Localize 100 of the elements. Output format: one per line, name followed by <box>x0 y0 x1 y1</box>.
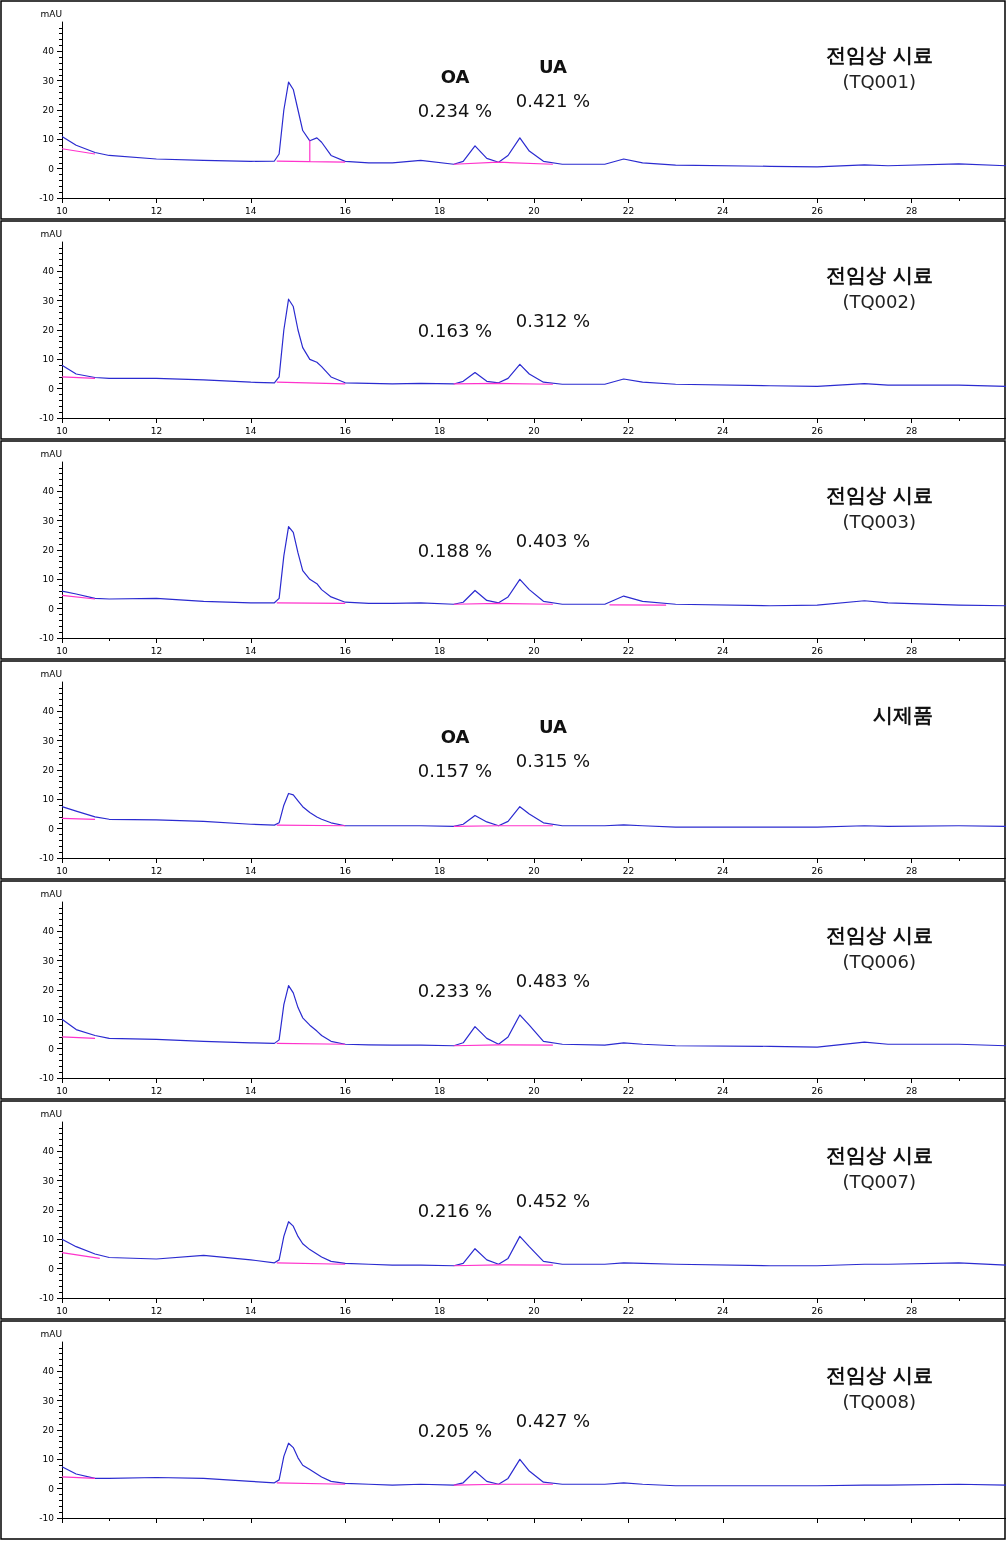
y-tick-label: 20 <box>42 1205 55 1215</box>
y-tick-label: 0 <box>48 1263 55 1274</box>
x-tick-label: 24 <box>717 645 729 656</box>
x-tick-label: 22 <box>622 205 635 216</box>
text: (TQ001) <box>842 71 917 93</box>
x-tick-label: 22 <box>622 645 635 656</box>
y-tick-label: -10 <box>39 1073 55 1083</box>
annotation: 0.188 % <box>417 539 493 561</box>
x-tick-label: 26 <box>811 865 824 876</box>
x-tick-label: 16 <box>339 425 352 436</box>
text: 전임상 시료 <box>826 922 934 947</box>
x-tick-label: 28 <box>905 1305 918 1316</box>
y-tick-label: 20 <box>42 105 55 115</box>
x-tick-label: 12 <box>150 1085 163 1096</box>
text: 전임상 시료 <box>826 1142 934 1167</box>
x-tick-label: 10 <box>56 645 68 656</box>
x-tick-label: 24 <box>717 1085 729 1096</box>
annotation: 0.427 % <box>515 1409 591 1431</box>
line-series <box>61 792 1006 828</box>
x-tick-label: 12 <box>150 425 163 436</box>
text: 전임상 시료 <box>826 42 934 67</box>
y-tick-label: 40 <box>42 46 55 57</box>
y-tick-label: 0 <box>48 1483 55 1494</box>
x-tick-label: 18 <box>433 645 446 656</box>
x-tick-label: 18 <box>433 425 446 436</box>
y-tick-label: 30 <box>42 1175 55 1186</box>
text: 시제품 <box>873 702 933 727</box>
y-axis-title: mAU <box>40 448 62 459</box>
x-tick-label: 14 <box>245 1305 257 1316</box>
x-tick-label: 10 <box>56 1085 68 1096</box>
y-tick-label: 20 <box>42 985 55 995</box>
annotation: UA <box>539 715 568 737</box>
x-tick-label: 20 <box>528 1305 540 1316</box>
x-tick-label: 14 <box>245 865 257 876</box>
x-tick-label: 12 <box>150 205 163 216</box>
y-tick-label: 0 <box>48 603 55 614</box>
y-tick-label: 30 <box>42 515 55 526</box>
annotation: 0.163 % <box>417 319 493 341</box>
x-tick-label: 24 <box>717 1305 729 1316</box>
y-tick-label: 10 <box>42 1014 55 1025</box>
text: (TQ002) <box>842 291 917 313</box>
y-tick-label: 40 <box>42 486 55 497</box>
y-tick-label: 30 <box>42 735 55 746</box>
annotation: UA <box>539 55 568 77</box>
y-tick-label: 10 <box>42 354 55 365</box>
x-tick-label: 12 <box>150 645 163 656</box>
y-tick-label: 20 <box>42 1425 55 1435</box>
annotation: 0.403 % <box>515 529 591 551</box>
x-tick-label: 26 <box>811 1305 824 1316</box>
y-axis-title: mAU <box>40 228 62 239</box>
y-axis-title: mAU <box>40 1108 62 1119</box>
text: (TQ008) <box>842 1391 917 1413</box>
y-tick-label: 10 <box>42 794 55 805</box>
x-tick-label: 18 <box>433 1085 446 1096</box>
annotation: OA <box>440 725 470 747</box>
y-tick-label: -10 <box>39 193 55 203</box>
y-tick-label: 20 <box>42 325 55 335</box>
x-tick-label: 22 <box>622 1305 635 1316</box>
x-tick-label: 12 <box>150 865 163 876</box>
x-tick-label: 10 <box>56 1305 68 1316</box>
x-tick-label: 22 <box>622 425 635 436</box>
line-series <box>61 1442 1006 1487</box>
x-tick-label: 12 <box>150 1305 163 1316</box>
y-tick-label: 30 <box>42 295 55 306</box>
text: (TQ006) <box>842 951 917 973</box>
x-tick-label: 14 <box>245 645 257 656</box>
text: 전임상 시료 <box>826 482 934 507</box>
y-tick-label: 40 <box>42 926 55 937</box>
y-tick-label: 40 <box>42 1146 55 1157</box>
y-tick-label: 10 <box>42 134 55 145</box>
annotation: 0.421 % <box>515 89 591 111</box>
annotation: 0.216 % <box>417 1199 493 1221</box>
x-tick-label: 28 <box>905 425 918 436</box>
y-tick-label: 40 <box>42 1366 55 1377</box>
x-tick-label: 26 <box>811 1085 824 1096</box>
x-tick-label: 20 <box>528 425 540 436</box>
text: (TQ007) <box>842 1171 917 1193</box>
x-tick-label: 16 <box>339 1085 352 1096</box>
x-tick-label: 26 <box>811 645 824 656</box>
y-tick-label: 30 <box>42 955 55 966</box>
y-tick-label: -10 <box>39 1513 55 1523</box>
y-axis-title: mAU <box>40 8 62 19</box>
annotation: 0.483 % <box>515 969 591 991</box>
x-tick-label: 14 <box>245 1085 257 1096</box>
y-tick-label: 30 <box>42 75 55 86</box>
x-tick-label: 10 <box>56 865 68 876</box>
line-series <box>61 985 1006 1048</box>
x-tick-label: 16 <box>339 205 352 216</box>
y-tick-label: 10 <box>42 574 55 585</box>
text: 전임상 시료 <box>826 1362 934 1387</box>
x-tick-label: 16 <box>339 1305 352 1316</box>
x-tick-label: 20 <box>528 205 540 216</box>
text: 전임상 시료 <box>826 262 934 287</box>
y-tick-label: -10 <box>39 633 55 643</box>
text: (TQ003) <box>842 511 917 533</box>
y-tick-label: 0 <box>48 823 55 834</box>
annotation: 0.234 % <box>417 99 493 121</box>
annotation: 0.205 % <box>417 1419 493 1441</box>
x-tick-label: 18 <box>433 1305 446 1316</box>
y-tick-label: 0 <box>48 1043 55 1054</box>
